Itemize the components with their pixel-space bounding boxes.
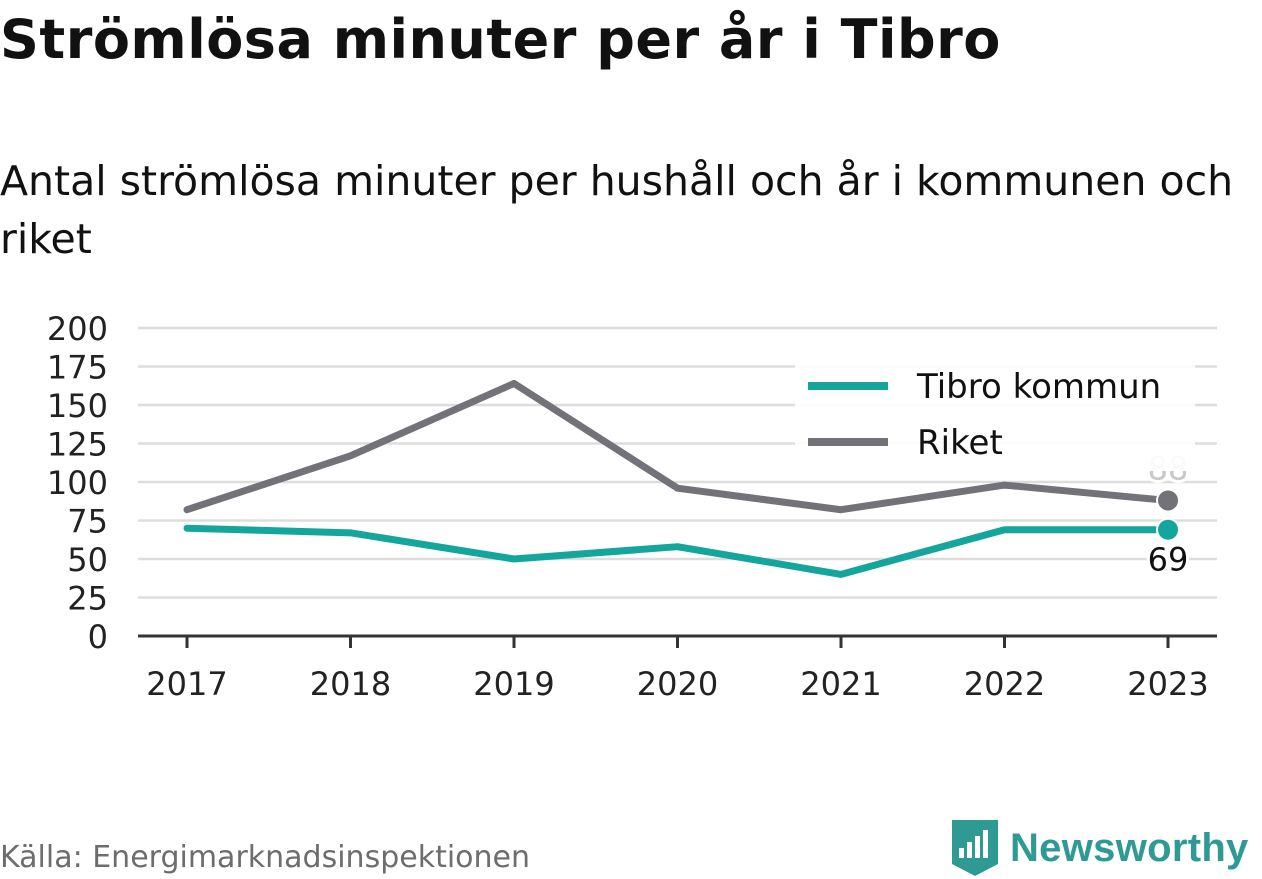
legend-label-1: Riket <box>917 423 1003 463</box>
series-end-point-0 <box>1156 517 1180 542</box>
x-tick-label: 2018 <box>310 665 391 703</box>
y-tick-label: 50 <box>67 541 108 579</box>
series-end-point-1 <box>1156 488 1180 513</box>
x-tick-label: 2021 <box>800 665 881 703</box>
chart-subtitle: Antal strömlösa minuter per hushåll och … <box>0 157 1234 263</box>
brand-logo: Newsworthy <box>950 818 1249 878</box>
series-line-1 <box>183 379 1172 514</box>
y-tick-label: 100 <box>47 464 108 502</box>
x-tick-label: 2017 <box>146 665 227 703</box>
newsworthy-logo-icon <box>952 820 998 876</box>
x-axis-ticks: 2017 2018 2019 2020 2021 2022 2023 <box>146 636 1209 703</box>
x-tick-label: 2020 <box>637 665 718 703</box>
y-tick-label: 25 <box>67 580 108 618</box>
legend: Tibro kommun Riket <box>795 355 1195 471</box>
x-tick-label: 2019 <box>473 665 554 703</box>
y-tick-label: 125 <box>47 426 108 464</box>
x-tick-label: 2022 <box>964 665 1045 703</box>
brand-name: Newsworthy <box>1010 825 1249 870</box>
y-tick-label: 75 <box>67 503 108 541</box>
y-tick-label: 175 <box>47 349 108 387</box>
series-end-label-0: 69 <box>1148 541 1189 579</box>
y-tick-label: 150 <box>47 387 108 425</box>
legend-label-0: Tibro kommun <box>916 367 1161 407</box>
y-tick-label: 200 <box>47 310 108 348</box>
legend-background <box>795 355 1195 471</box>
chart-title: Strömlösa minuter per år i Tibro <box>0 8 1001 71</box>
y-tick-label: 0 <box>88 618 108 656</box>
series-line-0 <box>183 524 1172 578</box>
x-tick-label: 2023 <box>1127 665 1208 703</box>
source-note: Källa: Energimarknadsinspektionen <box>0 840 531 875</box>
